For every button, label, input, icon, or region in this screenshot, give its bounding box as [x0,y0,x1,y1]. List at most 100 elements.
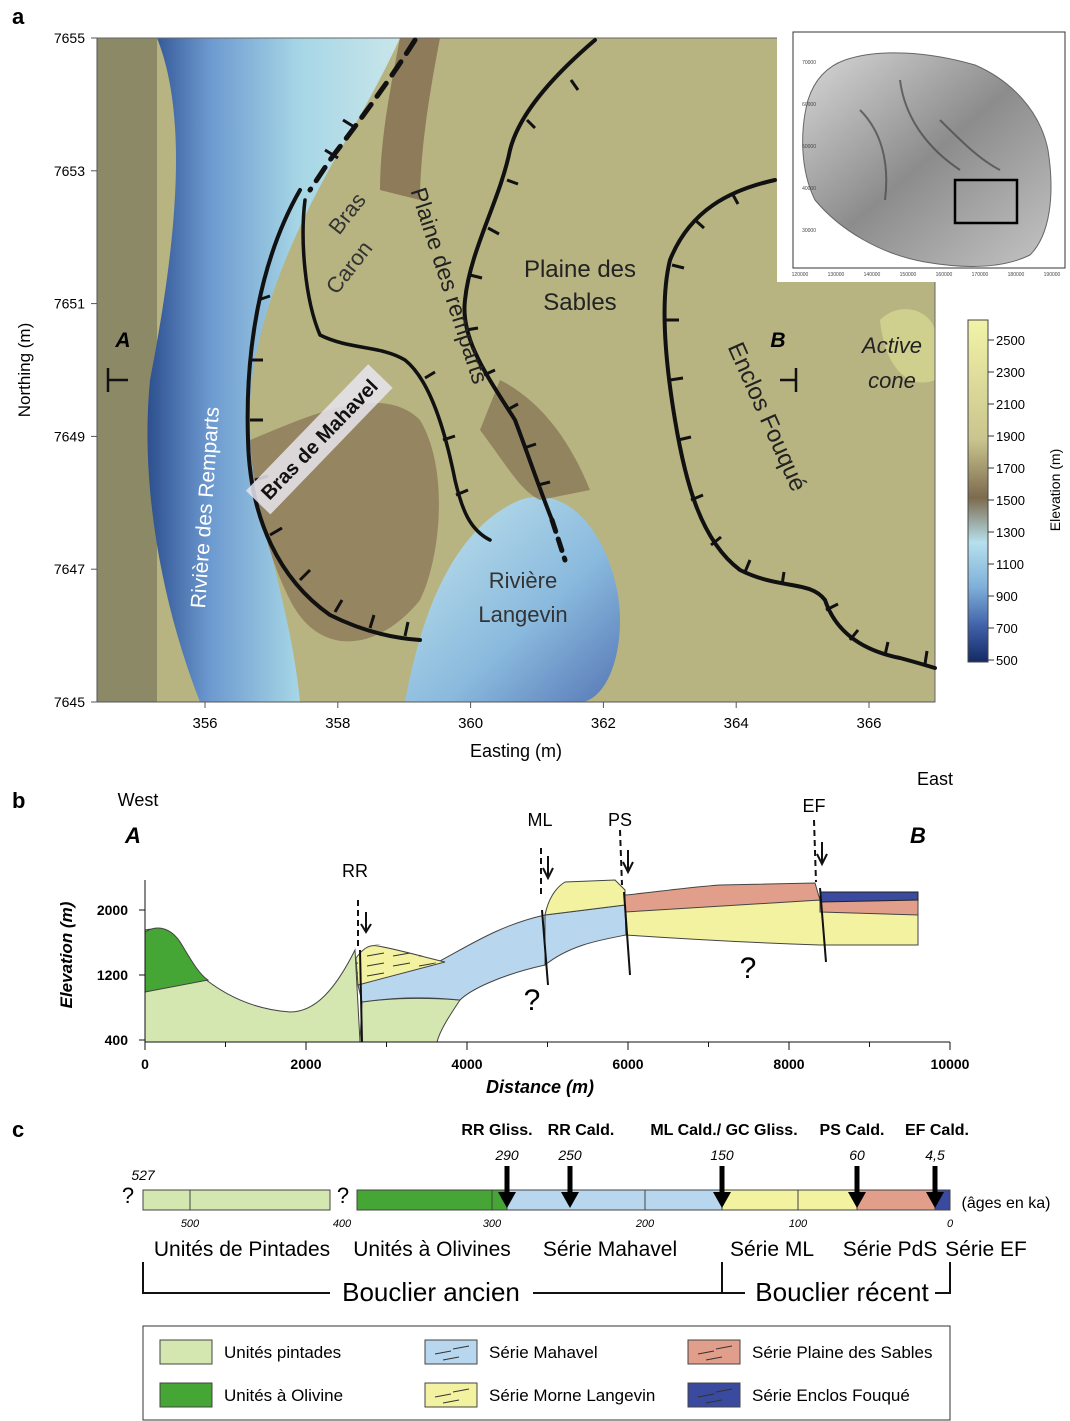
section-y-tick-label: 2000 [97,902,128,918]
map-x-ticks: 356 358 360 362 364 366 [192,702,882,732]
event-arrow-head [561,1192,579,1208]
active-cone-terrain [880,309,935,383]
reunion-island-relief [802,52,1052,267]
inset-y-tick-label: 60000 [802,102,816,108]
inset-x-tick-label: 120000 [792,272,809,278]
inset-y-tick-label: 70000 [802,60,816,66]
section-x-tick-label: 4000 [451,1056,482,1072]
fault-arrows [357,819,828,950]
inset-y-tick-label: 40000 [802,186,816,192]
inset-x-tick-label: 140000 [864,272,881,278]
section-x-tick-label: 2000 [290,1056,321,1072]
legend: Unités pintades Série Mahavel Série Plaine… [142,1325,951,1421]
unit-name: Série EF [945,1238,1027,1261]
map-y-tick-label: 7649 [54,428,85,444]
legend-swatch [159,1382,213,1408]
timeline-scale: 500 400 300 200 100 0 [181,1218,954,1230]
map-x-tick-label: 356 [192,715,217,732]
event-arrow-head [926,1192,944,1208]
section-y-axis: 2000 1200 400 Elevation (m) [57,880,146,1048]
legend-swatch [687,1339,741,1365]
profile-end-a: A [124,823,141,848]
map-x-tick-label: 358 [325,715,350,732]
elevation-tick-label: 2300 [996,365,1025,380]
section-y-label: Elevation (m) [57,901,76,1008]
section-y-ticks: 2000 1200 400 [97,902,145,1048]
section-x-tick-label: 10000 [931,1056,970,1072]
section-x-tick-label: 6000 [612,1056,643,1072]
unit-mahavel-east [544,904,627,967]
unit-name: Série ML [730,1238,814,1261]
fault-label: PS [608,810,632,830]
legend-items: Unités pintades Série Mahavel Série Plaine… [159,1339,933,1408]
study-area-box [953,178,1019,225]
inset-x-tick-label: 130000 [828,272,845,278]
unit-name: Unités de Pintades [154,1238,330,1261]
elevation-tick-label: 900 [996,589,1018,604]
legend-frame [142,1325,951,1421]
scale-tick-label: 500 [181,1218,200,1230]
map-y-axis: 7655 7653 7651 7649 7647 7645 Northing (m) [15,30,98,710]
section-y-tick-label: 1200 [97,967,128,983]
elevation-tick-label: 1100 [996,557,1024,572]
inset-x-tick-label: 180000 [1008,272,1025,278]
start-age: 527 [131,1167,156,1183]
legend-swatch [687,1382,741,1408]
bouclier-recent: Bouclier récent [755,1277,929,1307]
unit-name: Unités à Olivines [353,1238,511,1261]
event-name: PS Cald. [820,1122,885,1139]
sables-label: Sables [543,289,616,316]
timeline-events: RR Gliss. 290 RR Cald. 250 ML Cald./ GC Glis… [461,1122,969,1208]
scale-tick-label: 200 [635,1218,655,1230]
scale-tick-label: 0 [947,1218,954,1230]
inset-y-ticks: 70000 60000 50000 40000 30000 [802,60,816,234]
event-age: 4,5 [925,1147,945,1163]
plaine-des-label: Plaine des [524,256,636,283]
fault-label: EF [802,796,825,816]
active-label: Active [860,333,922,358]
section-x-axis: 0 2000 4000 6000 8000 10000 Distance (m) [141,1041,970,1097]
section-x-tick-label: 8000 [773,1056,804,1072]
plaine-des-sables-fault-dashed [549,517,568,563]
bar-mahavel [506,1189,723,1211]
enclos-fouque-fault [662,178,937,670]
unit-name: Série Mahavel [543,1238,677,1261]
inset-map: 120000 130000 140000 150000 160000 170000 1800… [777,27,1067,282]
cone-label: cone [868,368,916,393]
riviere-langevin-valley [405,496,620,702]
inset-x-tick-label: 170000 [972,272,989,278]
bar-ml [721,1189,858,1211]
panel-b-label: b [12,788,25,813]
map-y-tick-label: 7647 [54,561,85,577]
distance-label: Distance (m) [486,1077,594,1097]
fault-label: ML [527,810,552,830]
event-age: 290 [494,1147,519,1163]
legend-swatch [424,1339,478,1365]
unit-plaine-des-sables [624,882,821,913]
map-x-tick-label: 366 [856,715,881,732]
unit-enclos-fouque [819,891,919,903]
section-b-label: B [770,329,785,352]
unit-morne-langevin-west-hatch [356,944,440,985]
bar-pintades [142,1189,331,1211]
fault-ticks [250,79,929,665]
section-faults [359,887,827,1043]
timeline-unit-names: Unités de Pintades Unités à Olivines Série… [154,1238,1027,1261]
unknown-mark-2: ? [740,952,757,985]
age-unit: (âges en ka) [962,1195,1051,1212]
event-age: 60 [849,1147,865,1163]
event-name: ML Cald./ GC Gliss. [650,1122,797,1139]
easting-label: Easting (m) [470,741,562,761]
legend-label: Série Enclos Fouqué [752,1386,910,1405]
unknown-mark-1: ? [524,984,541,1017]
shield-brackets: Bouclier ancien Bouclier récent [142,1262,951,1307]
legend-label: Série Mahavel [489,1343,598,1362]
legend-label: Unités à Olivine [224,1386,343,1405]
panel-c-label: c [12,1117,24,1142]
event-name: EF Cald. [905,1122,969,1139]
unknown-gap: ? [337,1183,349,1208]
event-arrow-head [498,1192,516,1208]
section-a-label: A [114,329,130,352]
unit-mahavel [357,914,546,1003]
island-ridges [859,79,1001,201]
